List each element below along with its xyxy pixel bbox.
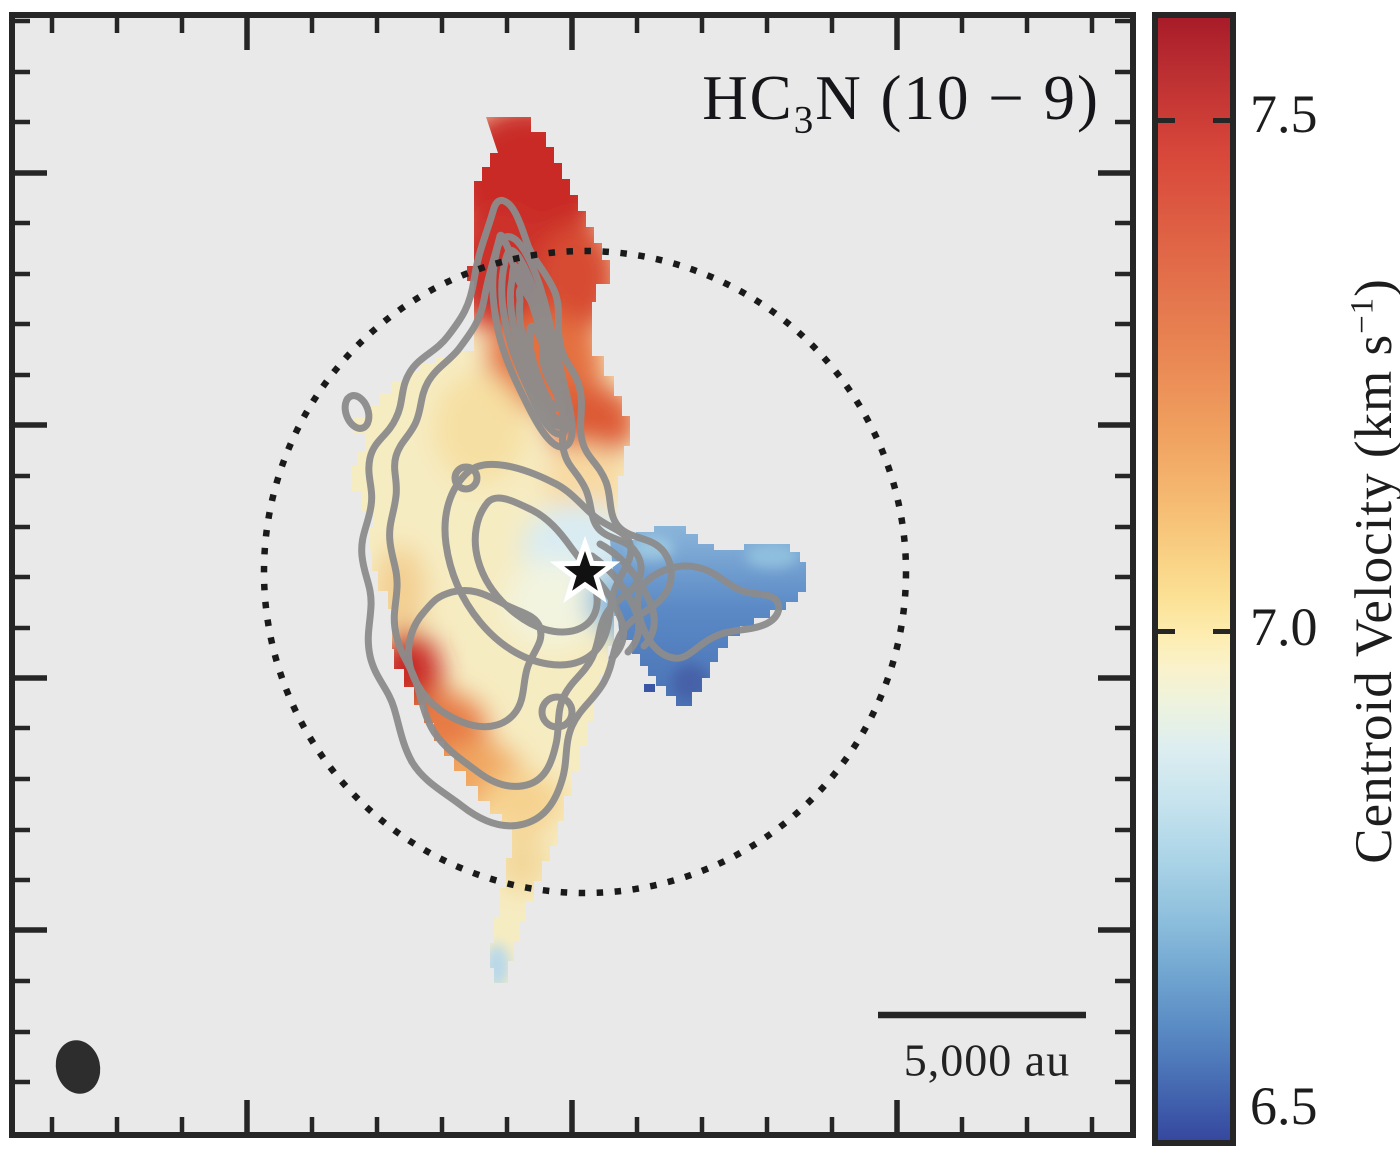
colorbar — [1152, 12, 1236, 1146]
colorbar-label-7-0: 7.0 — [1250, 597, 1318, 657]
axis-ticks — [15, 18, 1130, 1132]
colorbar-tick-mark — [1158, 628, 1175, 634]
title-subscript: 3 — [793, 98, 816, 142]
colorbar-axis-label: Centroid Velocity (km s−1) — [1344, 278, 1400, 864]
scalebar-label: 5,000 au — [903, 1034, 1071, 1086]
colorbar-label-6-5: 6.5 — [1250, 1076, 1318, 1136]
colorbar-tick-mark — [1158, 117, 1175, 123]
beam-ellipse — [55, 1040, 101, 1094]
colorbar-label-7-5: 7.5 — [1250, 84, 1318, 144]
colorbar-tick-mark — [1213, 628, 1230, 634]
plot-title: HC3N (10 − 9) — [702, 63, 1100, 142]
blue-pixel — [644, 684, 655, 692]
region-circle — [260, 247, 910, 897]
protostar-star-marker — [549, 535, 621, 604]
plot-area: HC3N (10 − 9) 5,000 au — [9, 12, 1136, 1138]
superscript-minus-one: −1 — [1344, 296, 1381, 334]
velocity-map-svg — [15, 18, 1130, 1132]
colorbar-tick-mark — [1213, 117, 1230, 123]
